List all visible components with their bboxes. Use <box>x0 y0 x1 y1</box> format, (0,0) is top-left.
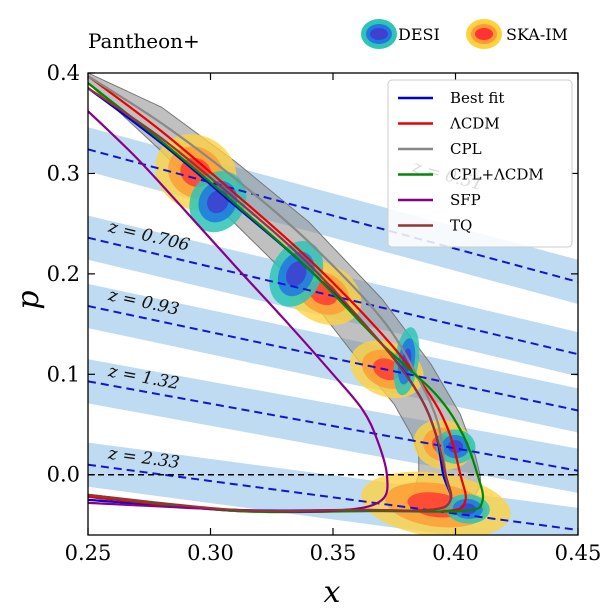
legend-entry-0: Best fit <box>450 89 504 107</box>
y-tick-label-1: 0.1 <box>47 362 80 386</box>
x-tick-label-0: 0.25 <box>65 541 112 565</box>
x-tick-label-1: 0.30 <box>187 541 234 565</box>
survey-label-1: SKA-IM <box>506 25 568 44</box>
curve-5 <box>88 87 453 513</box>
error-ellipse-3-level-2 <box>285 261 307 287</box>
redshift-line-3 <box>88 380 578 472</box>
y-tick-label-4: 0.4 <box>47 61 80 85</box>
y-tick-label-0: 0.0 <box>47 463 80 487</box>
chart-title: Pantheon+ <box>88 29 200 53</box>
x-tick-label-2: 0.35 <box>310 541 357 565</box>
redshift-line-2 <box>88 305 578 412</box>
y-tick-label-2: 0.2 <box>47 262 80 286</box>
legend-entry-5: TQ <box>450 217 472 235</box>
redshift-line-4 <box>88 463 578 531</box>
x-tick-label-4: 0.45 <box>555 541 602 565</box>
survey-marker-0-2 <box>370 28 388 40</box>
legend-entry-3: CPL+ΛCDM <box>450 166 544 184</box>
axis-ticks: 0.25 0.30 0.35 0.40 0.45 0.0 0.1 0.2 0.3 0.4 <box>47 61 602 565</box>
redshift-lines <box>88 148 578 531</box>
legend: Best fit ΛCDM CPL CPL+ΛCDM SFP TQ <box>387 79 573 248</box>
survey-marker-1-2 <box>475 28 493 40</box>
x-tick-label-3: 0.40 <box>432 541 479 565</box>
legend-entry-4: SFP <box>450 191 481 209</box>
legend-entry-2: CPL <box>450 140 482 158</box>
redshift-line-0 <box>88 148 578 283</box>
y-axis-label: p <box>11 290 46 309</box>
legend-box <box>387 79 573 248</box>
survey-legend: DESI SKA-IM <box>361 19 568 49</box>
redshift-line-1 <box>88 236 578 356</box>
survey-label-0: DESI <box>398 25 440 44</box>
x-axis-label: x <box>324 575 341 610</box>
y-tick-label-3: 0.3 <box>47 161 80 185</box>
model-curves <box>88 75 485 514</box>
error-ellipses <box>155 134 511 535</box>
legend-entry-1: ΛCDM <box>449 115 500 133</box>
